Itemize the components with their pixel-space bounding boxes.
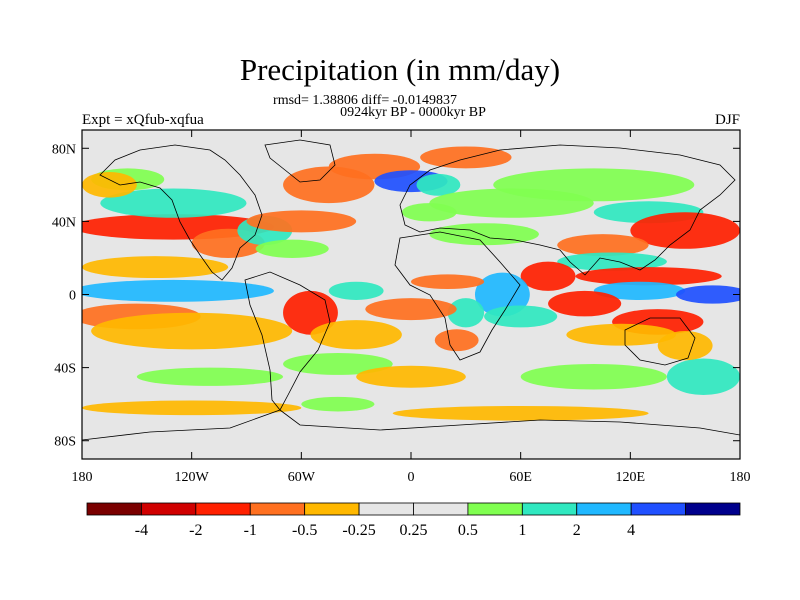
- lon-label: 180: [730, 470, 751, 485]
- anomaly-region-22: [630, 212, 740, 249]
- colorbar-label: 0.5: [458, 522, 478, 539]
- colorbar-label: 0.25: [400, 522, 428, 539]
- anomaly-region-15: [416, 173, 461, 196]
- lon-label: 180: [72, 470, 93, 485]
- anomaly-region-33: [666, 358, 740, 396]
- anomaly-region-43: [310, 320, 402, 350]
- colorbar-box: [467, 502, 523, 516]
- colorbar-label: -2: [189, 522, 202, 539]
- anomaly-region-46: [136, 367, 284, 386]
- lon-label: 0: [408, 470, 415, 485]
- anomaly-region-44: [283, 352, 393, 375]
- anomaly-region-28: [520, 261, 576, 291]
- anomaly-region-38: [411, 274, 485, 290]
- anomaly-region-25: [575, 267, 722, 286]
- lon-label: 60E: [509, 470, 532, 485]
- anomaly-region-8: [82, 172, 137, 198]
- lat-label: 80S: [54, 435, 76, 450]
- colorbar-label: 2: [573, 522, 581, 539]
- coastline-north-america: [99, 144, 263, 281]
- axis-ticks: 80N 40N 0 40S 80S 180 120W 60W 0 60E 120E 180: [52, 130, 751, 485]
- anomaly-region-29: [548, 290, 622, 317]
- anomaly-region-36: [484, 305, 558, 328]
- colorbar-box: [249, 502, 306, 516]
- colorbar-box: [521, 502, 578, 516]
- anomaly-region-23: [557, 234, 649, 257]
- anomaly-region-27: [676, 285, 740, 304]
- anomaly-region-40: [434, 329, 479, 352]
- anomaly-region-49: [301, 396, 375, 412]
- anomaly-region-37: [447, 298, 485, 328]
- coastline-australia: [624, 317, 696, 366]
- colorbar-label: -0.5: [292, 522, 317, 539]
- anomaly-region-34: [657, 331, 713, 361]
- anomaly-region-20: [493, 168, 695, 202]
- colorbar-label: -1: [244, 522, 257, 539]
- coastline-africa: [394, 231, 521, 361]
- anomaly-region-39: [365, 298, 457, 321]
- anomaly-region-11: [255, 239, 329, 258]
- anomaly-region-10: [246, 210, 357, 233]
- lon-label: 120W: [175, 470, 210, 485]
- lon-label: 60W: [288, 470, 316, 485]
- colorbar-label: -4: [135, 522, 148, 539]
- anomaly-region-47: [82, 400, 302, 416]
- lat-label: 0: [69, 289, 76, 304]
- anomaly-region-41: [328, 281, 384, 300]
- colorbar: -4 -2 -1 -0.5 -0.25 0.25 0.5 1 2 4: [86, 502, 741, 539]
- anomaly-region-35: [474, 272, 530, 317]
- coastline-south-america: [244, 271, 331, 411]
- colorbar-box: [413, 502, 469, 516]
- season-label: DJF: [714, 112, 740, 128]
- anomaly-region-45: [356, 365, 466, 388]
- anomaly-region-24: [557, 252, 667, 271]
- colorbar-box: [86, 502, 142, 516]
- coastline-antarctica: [82, 409, 740, 441]
- anomaly-region-5: [91, 312, 293, 350]
- lon-label: 120E: [616, 470, 646, 485]
- anomaly-region-16: [420, 146, 512, 169]
- period-line: 0924kyr BP - 0000kyr BP: [340, 105, 486, 120]
- colorbar-box: [195, 502, 251, 516]
- colorbar-box: [304, 502, 360, 516]
- anomaly-region-3: [82, 279, 274, 302]
- colorbar-box: [358, 502, 414, 516]
- colorbar-box: [630, 502, 686, 516]
- colorbar-box: [685, 502, 741, 516]
- colorbar-box: [576, 502, 632, 516]
- lat-label: 80N: [52, 142, 76, 157]
- coastline-europe-asia: [399, 144, 736, 276]
- coastlines: [82, 139, 740, 441]
- anomaly-region-26: [593, 281, 686, 300]
- colorbar-box: [141, 502, 197, 516]
- anomaly-region-48: [392, 405, 649, 421]
- coastline-greenland: [264, 139, 336, 183]
- stats-line: rmsd= 1.38806 diff= -0.0149837: [273, 93, 457, 108]
- colorbar-label: 1: [518, 522, 526, 539]
- colorbar-label: 4: [627, 522, 635, 539]
- anomaly-region-42: [283, 290, 338, 335]
- plot-title: Precipitation (in mm/day): [239, 52, 561, 87]
- lat-label: 40N: [52, 215, 76, 230]
- anomaly-region-31: [566, 323, 677, 346]
- anomaly-region-32: [520, 363, 667, 390]
- colorbar-label: -0.25: [342, 522, 375, 539]
- anomaly-region-2: [82, 256, 229, 279]
- lat-label: 40S: [54, 362, 76, 377]
- experiment-label: Expt = xQfub-xqfua: [82, 112, 204, 128]
